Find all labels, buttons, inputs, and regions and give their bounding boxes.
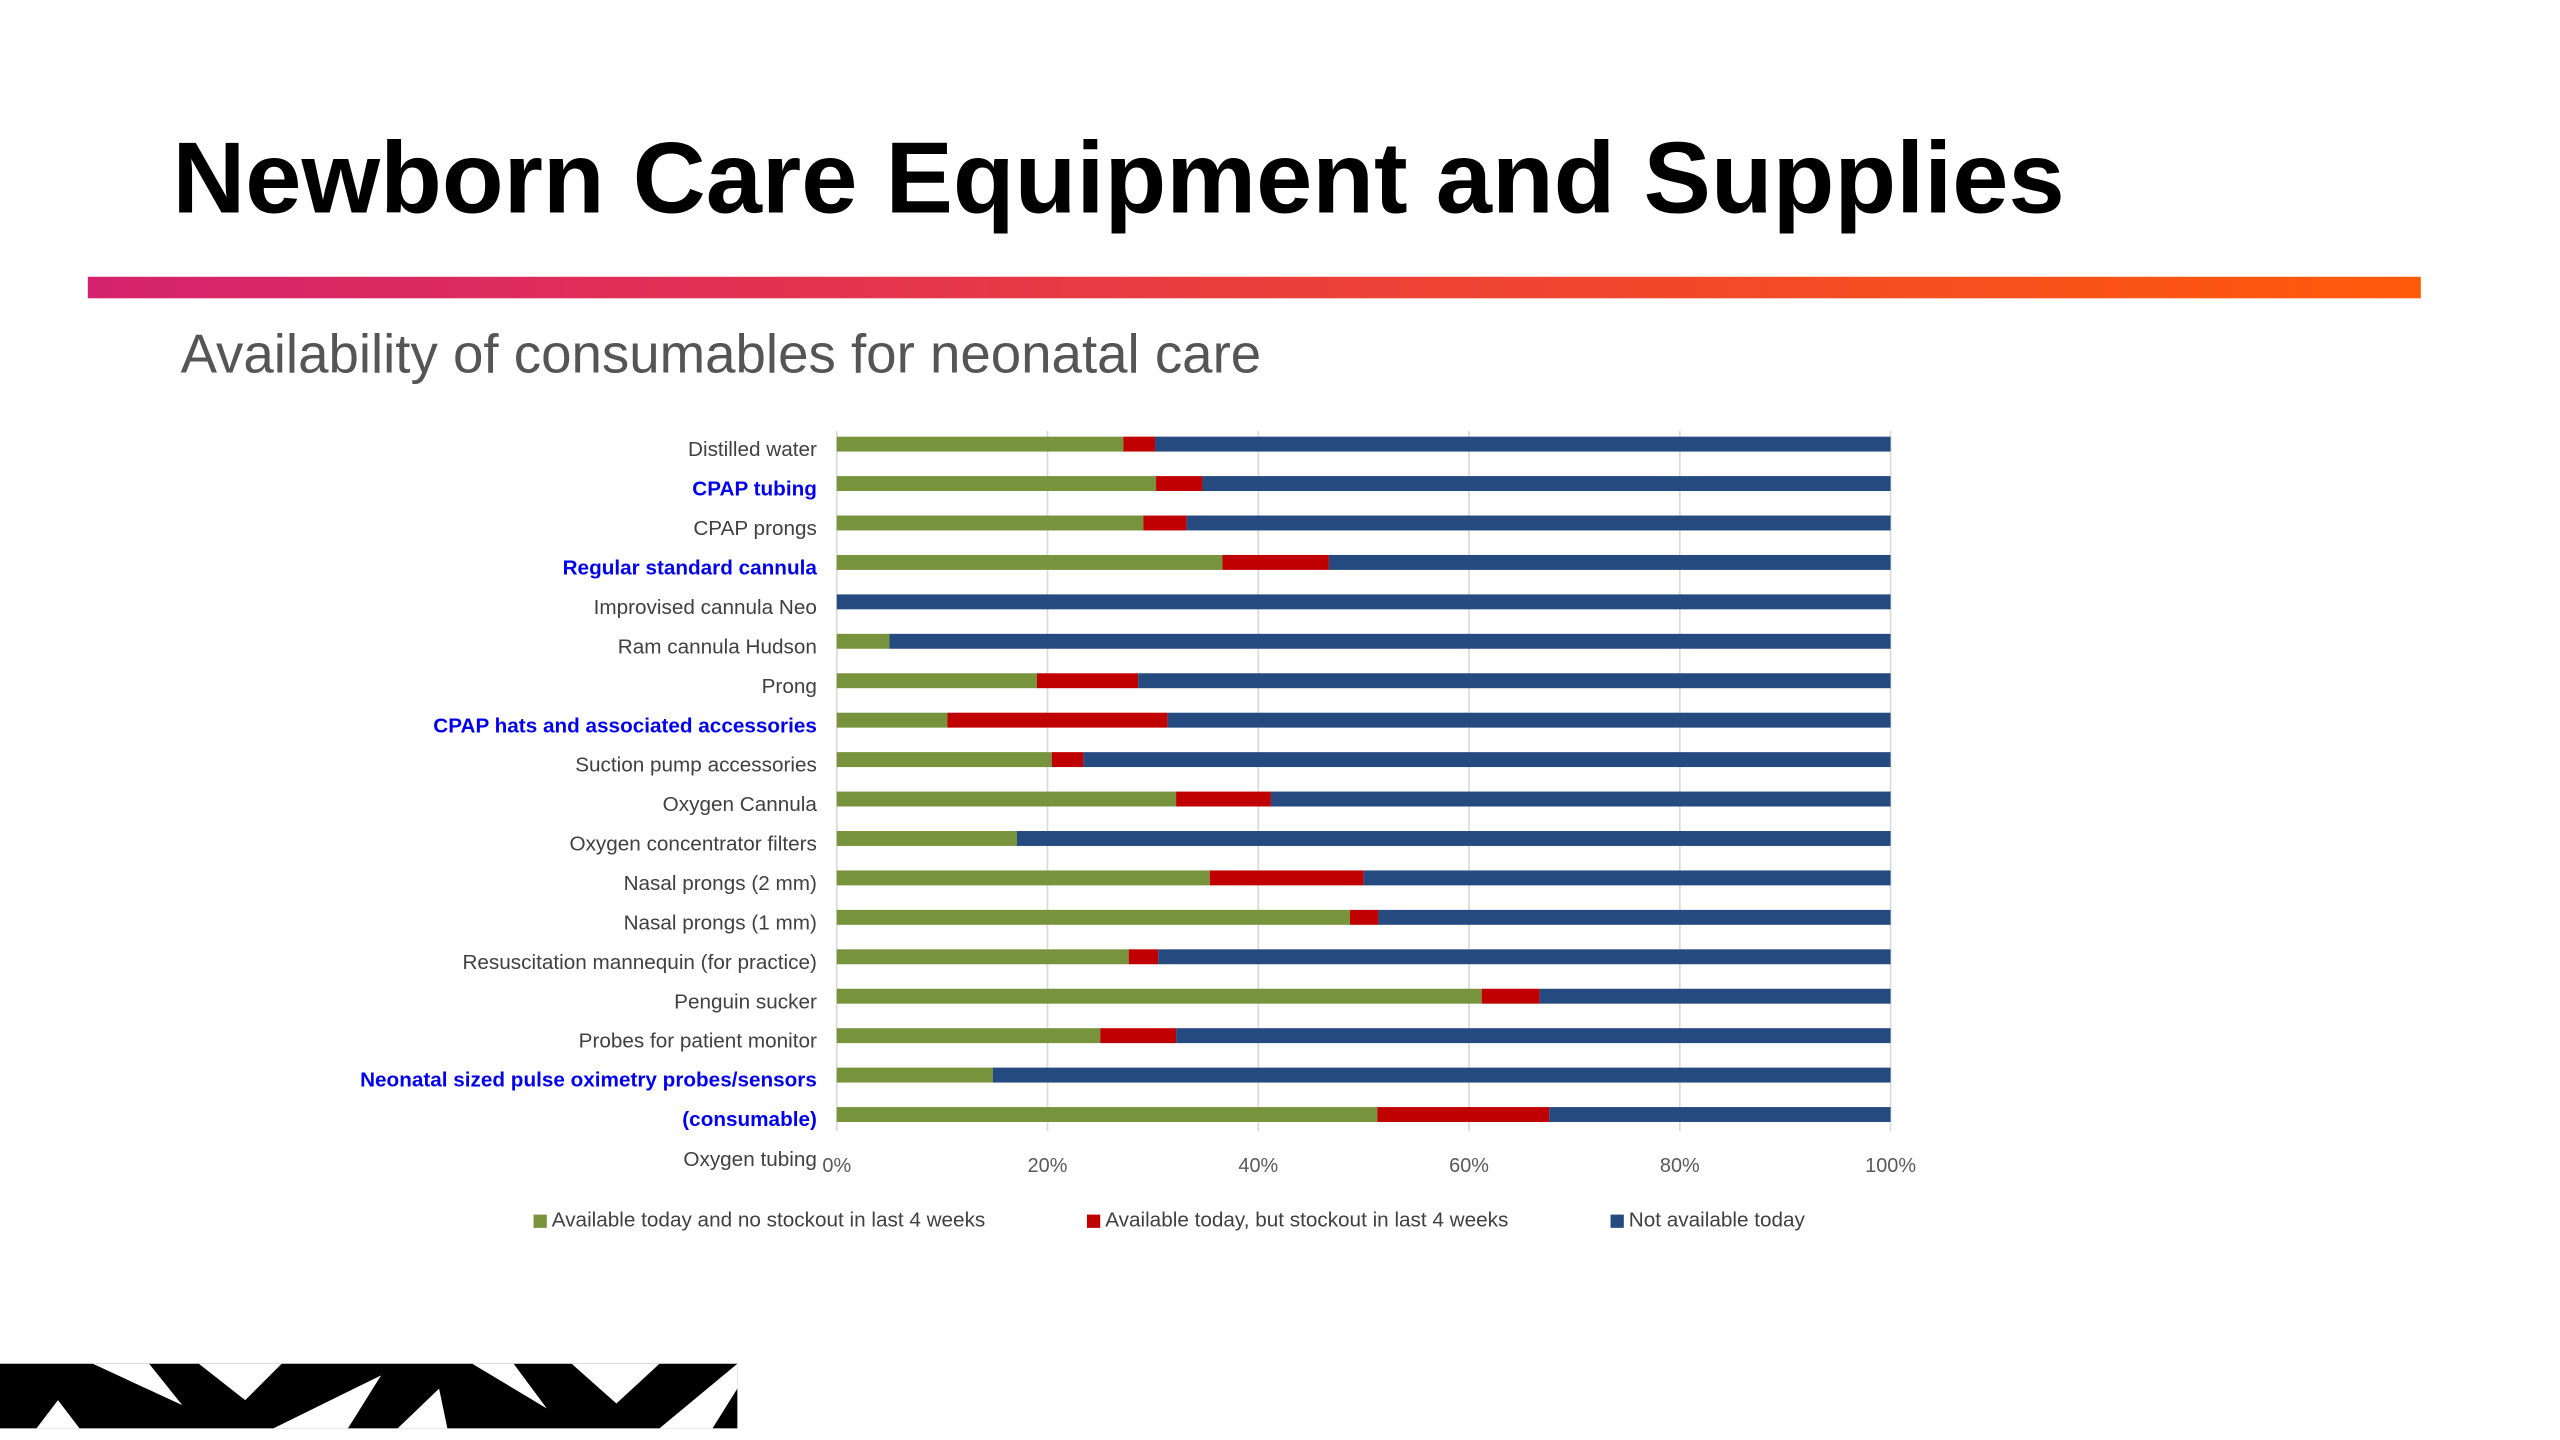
- category-label: Nasal prongs (1 mm): [624, 911, 817, 934]
- bar-segment: [836, 712, 948, 728]
- chart: 0% 20% 40% 60% 80% 100% Distilled water CPAP tu…: [360, 430, 1916, 1232]
- bar-segment: [836, 1067, 993, 1083]
- category-label: CPAP tubing: [692, 478, 817, 501]
- category-label: Prong: [762, 675, 817, 698]
- bar-segment: [1328, 554, 1891, 570]
- category-label: CPAP hats and associated accessories: [433, 714, 817, 737]
- legend-label: Not available today: [1629, 1209, 1806, 1232]
- bar-segment: [1549, 1107, 1891, 1122]
- x-tick-label: 0%: [822, 1155, 851, 1177]
- bar-segment: [1143, 515, 1187, 531]
- category-label: Ram cannula Hudson: [618, 635, 817, 658]
- bar-segment: [1156, 476, 1203, 492]
- bar-segment: [1100, 1028, 1177, 1044]
- bar-segment: [992, 1067, 1891, 1083]
- bar-segment: [1349, 909, 1379, 925]
- category-label: Oxygen Cannula: [663, 793, 818, 816]
- category-label: Distilled water: [688, 438, 817, 461]
- category-label: Regular standard cannula: [563, 557, 818, 580]
- category-label: Nasal prongs (2 mm): [624, 872, 817, 895]
- bar-segment: [836, 752, 1052, 768]
- logo-pattern: [0, 1363, 738, 1429]
- bar-segment: [1363, 870, 1891, 886]
- bar-segment: [1176, 1028, 1891, 1044]
- bar-segment: [836, 791, 1177, 807]
- bar-segment: [836, 673, 1037, 689]
- category-label: Improvised cannula Neo: [594, 596, 817, 619]
- bar-segment: [1222, 554, 1329, 570]
- category-label: Penguin sucker: [674, 990, 817, 1013]
- bar-segment: [1186, 515, 1891, 531]
- bar-segment: [836, 949, 1129, 965]
- category-label: Suction pump accessories: [575, 754, 817, 777]
- bar-segment: [836, 594, 1891, 610]
- x-tick-label: 60%: [1449, 1155, 1489, 1177]
- bar-segment: [1128, 949, 1159, 965]
- bar-segment: [889, 633, 1891, 649]
- legend-swatch: [1610, 1214, 1624, 1228]
- bar-segment: [836, 988, 1482, 1004]
- bar-segment: [836, 1028, 1101, 1044]
- slide-title: Newborn Care Equipment and Supplies: [172, 122, 2064, 234]
- bar-segment: [1539, 988, 1891, 1004]
- category-label: Oxygen concentrator filters: [569, 833, 816, 856]
- category-label: CPAP prongs: [693, 517, 817, 540]
- category-label: Probes for patient monitor: [579, 1030, 817, 1053]
- bar-segment: [1209, 870, 1364, 886]
- bar-segment: [836, 1107, 1378, 1122]
- x-tick-label: 100%: [1865, 1155, 1916, 1177]
- category-label: Resuscitation mannequin (for practice): [462, 951, 816, 974]
- bar-segment: [1036, 673, 1139, 689]
- bar-segment: [1155, 436, 1891, 452]
- bar-segment: [836, 633, 890, 649]
- bar-segment: [1083, 752, 1891, 768]
- bar-segment: [1138, 673, 1891, 689]
- bar-segment: [836, 515, 1144, 531]
- bar-segment: [1158, 949, 1891, 965]
- bar-segment: [1270, 791, 1891, 807]
- legend-label: Available today, but stockout in last 4 …: [1105, 1209, 1508, 1232]
- bar-segment: [1016, 831, 1891, 846]
- legend-swatch: [533, 1214, 547, 1228]
- bar-segment: [1377, 1107, 1550, 1122]
- subtitle: Availability of consumables for neonatal…: [181, 323, 1262, 384]
- bar-segment: [836, 870, 1210, 886]
- bar-segment: [1378, 909, 1891, 925]
- x-tick-label: 80%: [1660, 1155, 1700, 1177]
- legend-swatch: [1086, 1214, 1101, 1228]
- bar-segment: [836, 909, 1350, 925]
- bar-segment: [1481, 988, 1540, 1004]
- bar-segment: [1167, 712, 1891, 728]
- bar-segment: [836, 831, 1017, 846]
- bar-segment: [836, 554, 1223, 570]
- bar-segment: [836, 476, 1157, 492]
- bar-segment: [947, 712, 1168, 728]
- category-label: Oxygen tubing: [683, 1148, 817, 1171]
- bar-segment: [1051, 752, 1084, 768]
- bar-segment: [836, 436, 1124, 452]
- bar-segment: [1202, 476, 1891, 492]
- x-tick-label: 40%: [1238, 1155, 1278, 1177]
- legend-label: Available today and no stockout in last …: [552, 1209, 986, 1232]
- bar-segment: [1176, 791, 1271, 807]
- title-rule: [87, 276, 2421, 299]
- x-tick-label: 20%: [1028, 1155, 1068, 1177]
- category-label: Neonatal sized pulse oximetry probes/sen…: [360, 1069, 817, 1131]
- bar-segment: [1123, 436, 1156, 452]
